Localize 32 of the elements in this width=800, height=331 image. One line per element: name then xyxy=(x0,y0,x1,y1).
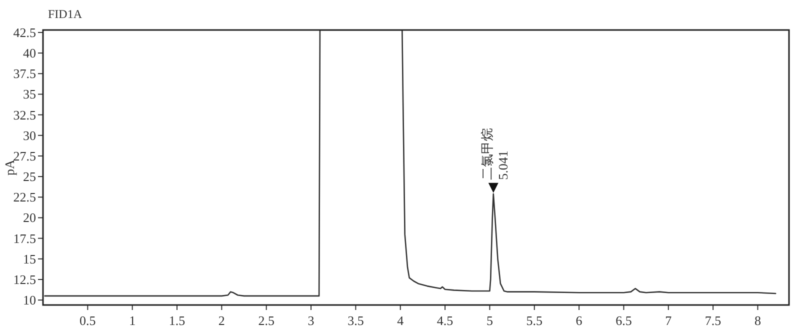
y-tick-label: 20 xyxy=(23,210,36,226)
annotation: 5.041 xyxy=(495,150,510,180)
x-tick-label: 1.5 xyxy=(168,313,186,328)
y-tick-label: 35 xyxy=(23,86,36,102)
y-tick-label: 25 xyxy=(23,169,36,184)
x-tick-label: 6.5 xyxy=(616,313,632,328)
y-tick-label: 40 xyxy=(23,46,36,61)
x-tick-label: 6 xyxy=(576,313,583,328)
y-tick-label: 32.5 xyxy=(13,107,36,122)
y-tick-label: 42.5 xyxy=(13,24,36,40)
x-tick-label: 7 xyxy=(665,313,672,328)
y-tick-label: 10 xyxy=(23,292,36,308)
x-tick-label: 8 xyxy=(754,313,761,328)
y-tick-label: 30 xyxy=(23,128,36,143)
y-tick-label: 22.5 xyxy=(13,190,36,205)
x-tick-label: 4 xyxy=(397,313,404,328)
x-tick-label: 0.5 xyxy=(80,313,96,328)
y-tick-label: 15 xyxy=(23,251,36,266)
x-tick-label: 3 xyxy=(308,313,314,328)
x-tick-label: 5 xyxy=(486,313,493,328)
x-tick-label: 2 xyxy=(218,313,225,328)
x-tick-label: 1 xyxy=(129,313,136,328)
x-tick-label: 2.5 xyxy=(258,313,274,328)
x-tick-label: 4.5 xyxy=(436,313,454,328)
y-tick-label: 12.5 xyxy=(13,272,36,287)
x-tick-label: 3.5 xyxy=(348,313,364,328)
annotation: 二氯甲烷 xyxy=(479,128,494,180)
y-tick-label: 17.5 xyxy=(13,230,36,246)
x-tick-label: 5.5 xyxy=(526,313,542,328)
y-tick-label: 37.5 xyxy=(13,66,36,82)
x-tick-label: 7.5 xyxy=(704,313,722,328)
chart-title: FID1A xyxy=(48,7,82,21)
